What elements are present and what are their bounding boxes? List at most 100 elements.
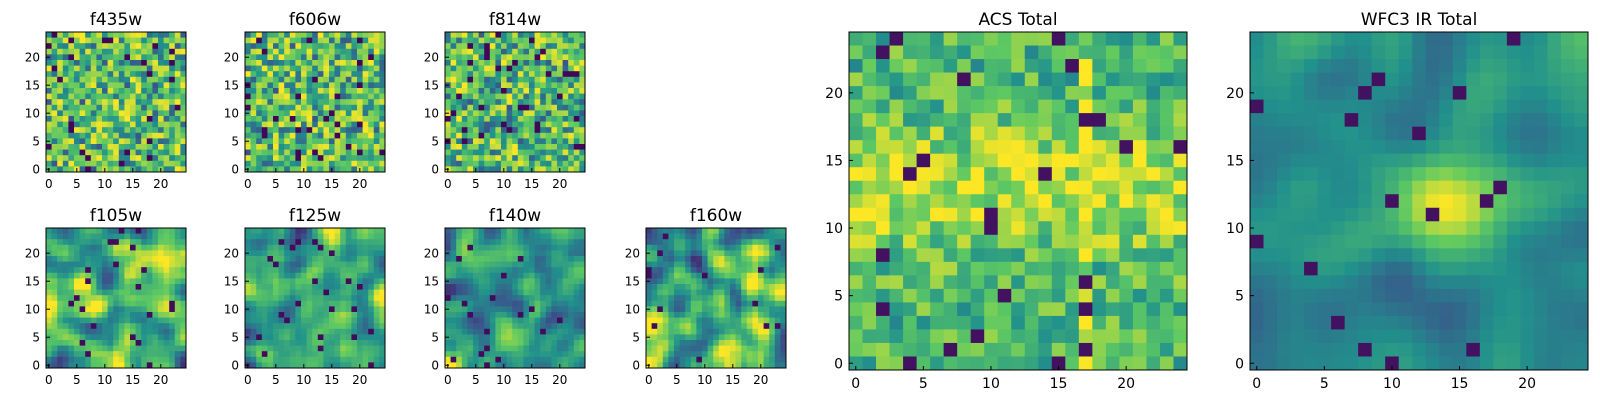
- heatmap-cell: [261, 144, 268, 150]
- heatmap-cell: [495, 99, 502, 106]
- heatmap-cell: [90, 239, 97, 246]
- heatmap-cell: [68, 228, 75, 234]
- heatmap-cell: [118, 54, 125, 61]
- heatmap-cell: [289, 244, 296, 251]
- heatmap-cell: [568, 93, 575, 100]
- heatmap-cell: [357, 278, 363, 285]
- heatmap-cell: [730, 295, 736, 302]
- heatmap-cell: [450, 65, 457, 72]
- heatmap-cell: [763, 261, 770, 268]
- heatmap-cell: [79, 261, 86, 268]
- heatmap-cell: [340, 110, 347, 117]
- heatmap-cell: [484, 116, 491, 122]
- heatmap-cell: [261, 127, 268, 134]
- heatmap-cell: [180, 65, 187, 72]
- heatmap-cell: [889, 194, 904, 209]
- heatmap-cell: [379, 244, 386, 251]
- heatmap-cell: [456, 233, 463, 240]
- heatmap-cell: [478, 88, 485, 94]
- heatmap-cell: [1078, 140, 1093, 155]
- heatmap-cell: [295, 166, 302, 173]
- heatmap-cell: [85, 250, 92, 257]
- heatmap-cell: [130, 48, 136, 55]
- heatmap-cell: [529, 272, 535, 279]
- heatmap-cell: [107, 48, 114, 55]
- heatmap-cell: [758, 256, 764, 262]
- heatmap-cell: [741, 233, 748, 240]
- heatmap-cell: [163, 76, 170, 83]
- heatmap-cell: [317, 43, 324, 50]
- heatmap-cell: [334, 160, 341, 167]
- heatmap-cell: [461, 362, 468, 369]
- heatmap-cell: [113, 239, 120, 246]
- heatmap-cell: [180, 239, 187, 246]
- heatmap-cell: [68, 166, 75, 173]
- heatmap-cell: [317, 328, 324, 335]
- heatmap-cell: [57, 60, 64, 66]
- heatmap-cell: [368, 132, 375, 139]
- heatmap-cell: [467, 244, 474, 251]
- heatmap-cell: [146, 76, 153, 83]
- heatmap-cell: [646, 261, 652, 268]
- heatmap-cell: [529, 345, 535, 352]
- heatmap-cell: [62, 82, 69, 89]
- heatmap-cell: [862, 113, 877, 128]
- heatmap-cell: [373, 48, 380, 55]
- heatmap-cell: [1173, 140, 1188, 155]
- heatmap-cell: [174, 250, 181, 257]
- heatmap-cell: [1105, 126, 1120, 141]
- heatmap-cell: [1011, 234, 1026, 249]
- heatmap-cell: [484, 160, 491, 167]
- heatmap-cell: [256, 104, 263, 111]
- heatmap-cell: [146, 267, 153, 274]
- heatmap-cell: [301, 99, 307, 106]
- heatmap-cell: [1159, 99, 1174, 114]
- heatmap-cell: [862, 153, 877, 168]
- heatmap-cell: [579, 356, 586, 363]
- heatmap-cell: [124, 60, 131, 66]
- heatmap-cell: [1078, 261, 1093, 276]
- heatmap-cell: [741, 345, 748, 352]
- heatmap-cell: [774, 261, 781, 268]
- heatmap-cell: [467, 256, 474, 262]
- heatmap-cell: [362, 351, 369, 358]
- heatmap-cell: [551, 239, 558, 246]
- heatmap-cell: [312, 323, 319, 330]
- heatmap-cell: [735, 306, 742, 313]
- heatmap-cell: [573, 48, 580, 55]
- heatmap-cell: [690, 278, 697, 285]
- heatmap-cell: [85, 65, 92, 72]
- heatmap-cell: [323, 300, 330, 307]
- heatmap-cell: [317, 166, 324, 173]
- heatmap-cell: [484, 37, 491, 44]
- heatmap-cell: [141, 340, 148, 346]
- heatmap-cell: [730, 334, 736, 341]
- heatmap-cell: [540, 93, 547, 100]
- heatmap-cell: [90, 166, 97, 173]
- heatmap-cell: [301, 312, 307, 318]
- heatmap-cell: [970, 99, 985, 114]
- heatmap-cell: [501, 250, 507, 257]
- heatmap-cell: [174, 272, 181, 279]
- heatmap-cell: [718, 256, 725, 262]
- heatmap-cell: [245, 132, 251, 139]
- heatmap-cell: [445, 267, 451, 274]
- heatmap-cell: [484, 71, 491, 78]
- heatmap-cell: [62, 104, 69, 111]
- heatmap-cell: [984, 180, 999, 195]
- heatmap-cell: [657, 284, 664, 290]
- heatmap-cell: [456, 334, 463, 341]
- heatmap-cell: [467, 284, 474, 290]
- heatmap-cell: [763, 278, 770, 285]
- heatmap-cell: [174, 43, 181, 50]
- x-tick-label: 20: [153, 177, 168, 191]
- heatmap-cell: [57, 43, 64, 50]
- heatmap-cell: [862, 99, 877, 114]
- heatmap-cell: [74, 272, 80, 279]
- heatmap-cell: [301, 261, 307, 268]
- heatmap-cell: [1119, 207, 1134, 222]
- heatmap-cell: [278, 239, 285, 246]
- heatmap-cell: [85, 104, 92, 111]
- heatmap-cell: [752, 356, 759, 363]
- heatmap-cell: [512, 71, 519, 78]
